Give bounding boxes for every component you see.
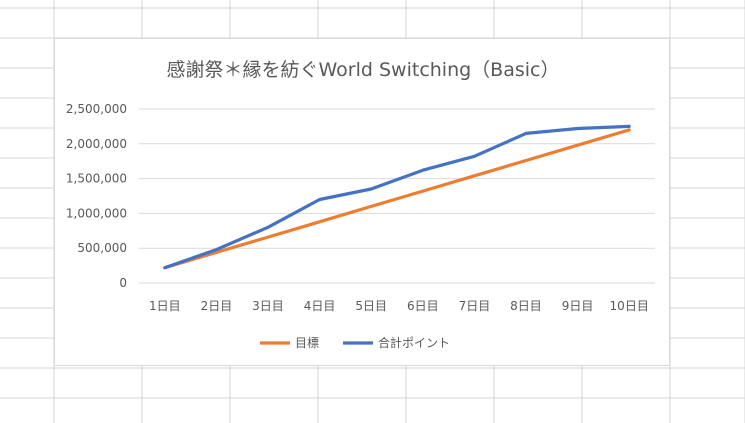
x-tick-label-1: 2日目 xyxy=(201,299,233,313)
gridlines xyxy=(139,108,655,284)
y-tick-label-1: 500,000 xyxy=(77,241,127,255)
series-line-0[interactable] xyxy=(163,128,631,270)
series-layer xyxy=(163,124,631,270)
legend-label-0: 目標 xyxy=(295,336,319,350)
x-tick-label-8: 9日目 xyxy=(562,299,594,313)
x-tick-label-5: 6日目 xyxy=(407,299,439,313)
legend-label-1: 合計ポイント xyxy=(378,335,450,350)
x-tick-label-9: 10日目 xyxy=(610,299,649,313)
chart-area[interactable]: 感謝祭＊縁を紡ぐWorld Switching（Basic） 0 500,000 1… xyxy=(54,38,670,366)
x-tick-label-2: 3日目 xyxy=(252,299,284,313)
legend: 目標 合計ポイント xyxy=(260,335,450,350)
x-tick-label-4: 5日目 xyxy=(355,299,387,313)
x-tick-label-3: 4日目 xyxy=(304,299,336,313)
chart-title: 感謝祭＊縁を紡ぐWorld Switching（Basic） xyxy=(167,59,560,81)
x-tick-label-6: 7日目 xyxy=(459,299,491,313)
series-line-1[interactable] xyxy=(163,124,631,270)
y-tick-label-0: 0 xyxy=(119,276,127,290)
x-tick-label-7: 8日目 xyxy=(510,299,542,313)
x-axis-labels: 1日目 2日目 3日目 4日目 5日目 6日目 7日目 8日目 9日目 10日目 xyxy=(149,299,649,313)
y-axis-labels: 0 500,000 1,000,000 1,500,000 2,000,000 2,500… xyxy=(66,102,127,290)
x-tick-label-0: 1日目 xyxy=(149,299,181,313)
y-tick-label-2: 1,000,000 xyxy=(66,206,127,220)
y-tick-label-4: 2,000,000 xyxy=(66,137,127,151)
y-tick-label-3: 1,500,000 xyxy=(66,172,127,186)
y-tick-label-5: 2,500,000 xyxy=(66,102,127,116)
line-chart: 感謝祭＊縁を紡ぐWorld Switching（Basic） 0 500,000 1… xyxy=(66,59,655,350)
